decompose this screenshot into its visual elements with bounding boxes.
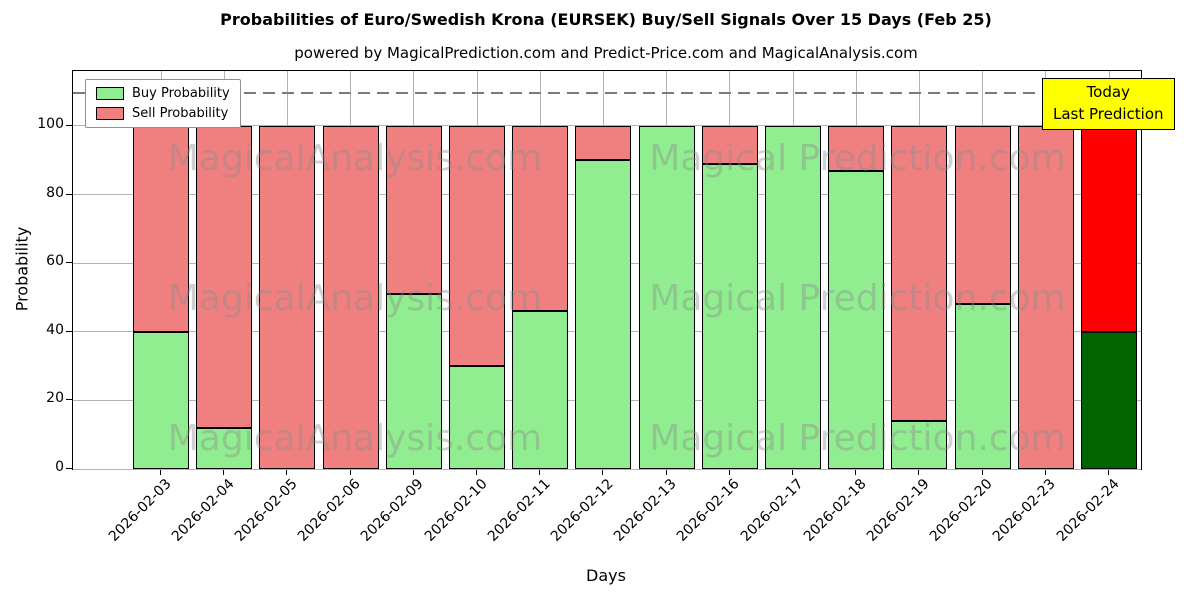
x-tick-mark: [223, 470, 225, 475]
x-tick-text: 2026-02-19: [863, 476, 933, 545]
x-tick-mark: [1044, 470, 1046, 475]
bar-sell-segment: [891, 125, 948, 421]
x-tick-text: 2026-02-04: [168, 476, 238, 545]
legend-label-sell: Sell Probability: [132, 106, 229, 121]
x-tick-mark: [981, 470, 983, 475]
bar-sell-segment: [449, 125, 505, 367]
chart-subtitle: powered by MagicalPrediction.com and Pre…: [294, 44, 918, 62]
x-tick-text: 2026-02-09: [358, 476, 428, 545]
dashed-threshold-line: [73, 91, 1141, 94]
x-axis-label: Days: [586, 566, 626, 585]
bar-sell-segment: [575, 125, 632, 161]
x-tick-text: 2026-02-05: [231, 476, 301, 545]
x-tick-text: 2026-02-12: [547, 476, 617, 545]
x-tick-text: 2026-02-13: [611, 476, 680, 545]
bar-buy-segment: [701, 163, 758, 469]
legend-label-buy: Buy Probability: [132, 86, 230, 101]
y-tick-mark: [66, 468, 72, 469]
bar-buy-segment: [575, 160, 632, 469]
h-gridline: [73, 468, 1141, 470]
x-tick-mark: [602, 470, 604, 475]
bar-sell-segment: [322, 125, 379, 469]
bar-buy-segment: [449, 366, 505, 469]
x-tick-mark: [918, 470, 920, 475]
y-tick-label: 60: [46, 253, 64, 270]
x-tick-mark: [665, 470, 667, 475]
bar-sell-segment: [828, 125, 885, 171]
x-tick-mark: [349, 470, 351, 475]
x-tick-mark: [286, 470, 288, 475]
bar-buy-segment: [638, 125, 695, 469]
bar-buy-segment: [385, 294, 442, 469]
annotation-line2: Last Prediction: [1053, 104, 1164, 123]
buy-swatch: [96, 87, 124, 100]
x-tick-text: 2026-02-17: [737, 476, 807, 545]
x-tick-text: 2026-02-16: [674, 476, 744, 545]
x-tick-mark: [539, 470, 541, 475]
bar-buy-segment: [765, 125, 821, 469]
annotation-line1: Today: [1086, 83, 1130, 101]
today-annotation: Today Last Prediction: [1042, 78, 1175, 130]
bar-buy-segment: [828, 170, 885, 469]
y-tick-mark: [66, 124, 72, 126]
bar-sell-segment: [196, 125, 253, 428]
y-tick-mark: [66, 262, 72, 264]
x-tick-text: 2026-02-11: [484, 476, 554, 545]
plot-area: Buy Probability Sell Probability: [72, 70, 1142, 470]
bar-sell-segment: [512, 125, 569, 312]
bar-buy-segment: [891, 420, 948, 469]
x-tick-text: 2026-02-18: [800, 476, 870, 545]
x-tick-text: 2026-02-10: [421, 476, 491, 545]
x-tick-mark: [476, 470, 477, 475]
bar-sell-segment: [701, 125, 758, 164]
bar-buy-segment: [512, 311, 569, 469]
bar-buy-segment: [133, 331, 189, 469]
bar-buy-segment: [1081, 331, 1137, 469]
x-tick-mark: [792, 470, 793, 475]
y-tick-label: 0: [55, 459, 64, 475]
y-tick-label: 100: [37, 115, 64, 132]
x-tick-mark: [728, 470, 730, 475]
legend-item-sell: Sell Probability: [96, 106, 230, 121]
legend: Buy Probability Sell Probability: [85, 79, 241, 128]
y-tick-mark: [66, 330, 72, 332]
x-tick-text: 2026-02-03: [105, 476, 175, 545]
y-tick-mark: [66, 399, 72, 401]
y-tick-mark: [66, 193, 72, 195]
y-tick-label: 20: [46, 390, 64, 407]
x-tick-text: 2026-02-06: [295, 476, 364, 545]
x-tick-mark: [855, 470, 857, 475]
legend-item-buy: Buy Probability: [96, 86, 230, 101]
h-gridline: [73, 125, 1141, 127]
x-tick-mark: [1108, 470, 1109, 475]
x-tick-mark: [412, 470, 414, 475]
bar-sell-segment: [954, 125, 1011, 305]
x-tick-mark: [160, 470, 161, 475]
y-tick-label: 80: [46, 184, 64, 201]
sell-swatch: [96, 107, 124, 120]
bar-buy-segment: [954, 304, 1011, 469]
bar-sell-segment: [259, 125, 316, 469]
bar-sell-segment: [1081, 125, 1137, 332]
chart-title: Probabilities of Euro/Swedish Krona (EUR…: [220, 10, 992, 29]
x-tick-text: 2026-02-24: [1053, 476, 1123, 545]
bar-sell-segment: [1017, 125, 1074, 469]
bar-buy-segment: [196, 427, 253, 469]
x-tick-text: 2026-02-20: [927, 476, 996, 545]
bar-sell-segment: [385, 125, 442, 295]
x-tick-text: 2026-02-23: [990, 476, 1060, 545]
bar-sell-segment: [133, 125, 189, 332]
y-tick-label: 40: [46, 321, 64, 338]
